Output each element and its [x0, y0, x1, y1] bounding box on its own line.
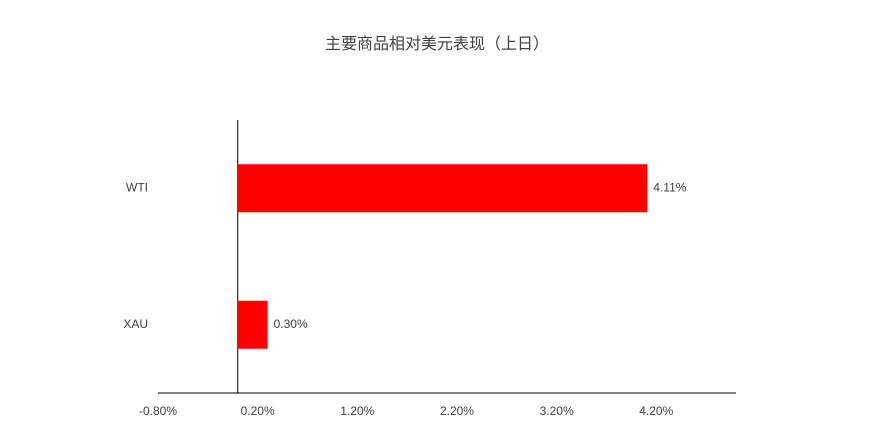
value-label: 0.30% — [274, 317, 308, 331]
value-label: 4.11% — [653, 180, 686, 194]
x-tick-label: 2.20% — [440, 404, 474, 418]
y-tick-label: WTI — [126, 180, 148, 194]
y-tick-label: XAU — [123, 317, 148, 331]
x-tick-label: 3.20% — [540, 404, 574, 418]
x-tick-label: 1.20% — [340, 404, 374, 418]
bar — [237, 300, 268, 349]
x-tick-label: 0.20% — [241, 404, 275, 418]
bar — [237, 164, 648, 213]
x-tick-label: -0.80% — [139, 404, 177, 418]
chart-title: 主要商品相对美元表现（上日） — [325, 35, 549, 53]
x-tick-label: 4.20% — [639, 404, 673, 418]
